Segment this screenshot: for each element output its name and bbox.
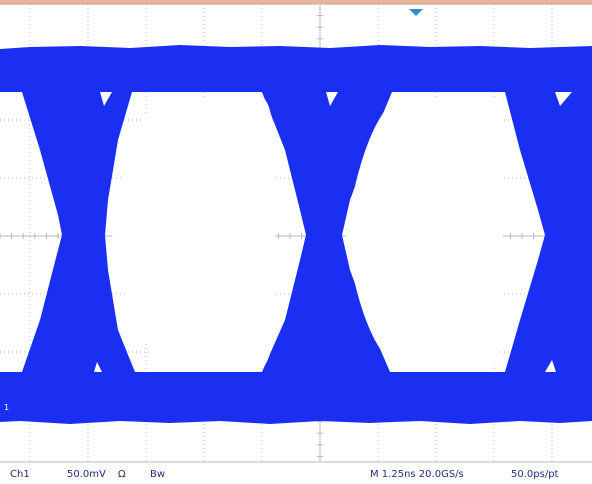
channel-scale[interactable]: 50.0mV — [67, 469, 106, 480]
eye-crossing-3 — [505, 92, 592, 372]
channel-name[interactable]: Ch1 — [10, 469, 30, 480]
eye-notch-4 — [94, 362, 102, 372]
eye-notch-5 — [545, 360, 556, 372]
eye-openings — [94, 92, 572, 372]
timebase-readout[interactable]: M 1.25ns 20.0GS/s — [370, 469, 464, 480]
bottom-readout-bar: Ch1 50.0mV Ω Bw M 1.25ns 20.0GS/s 50.0ps… — [10, 469, 559, 480]
bandwidth-limit-icon: Bw — [150, 469, 165, 480]
eye-opening-1 — [112, 98, 275, 370]
eye-notch-2 — [326, 92, 338, 106]
eye-diagram-trace — [0, 45, 592, 424]
resolution-readout: 50.0ps/pt — [511, 469, 559, 480]
channel-marker-badge — [0, 402, 14, 412]
eye-upper-rail — [0, 45, 592, 92]
channel-1-ground-marker[interactable]: 1 — [0, 402, 19, 412]
eye-notch-1 — [100, 92, 112, 106]
trigger-position-icon[interactable] — [409, 9, 423, 16]
channel-marker-label: 1 — [4, 403, 9, 412]
eye-crossing-1 — [22, 92, 135, 372]
eye-crossing-2 — [262, 92, 392, 372]
eye-lower-rail — [0, 372, 592, 424]
eye-opening-2 — [346, 98, 503, 370]
top-status-bar — [0, 0, 592, 4]
channel-marker-arrow — [14, 402, 19, 412]
ohm-icon: Ω — [118, 469, 126, 480]
eye-notch-3 — [555, 92, 572, 106]
